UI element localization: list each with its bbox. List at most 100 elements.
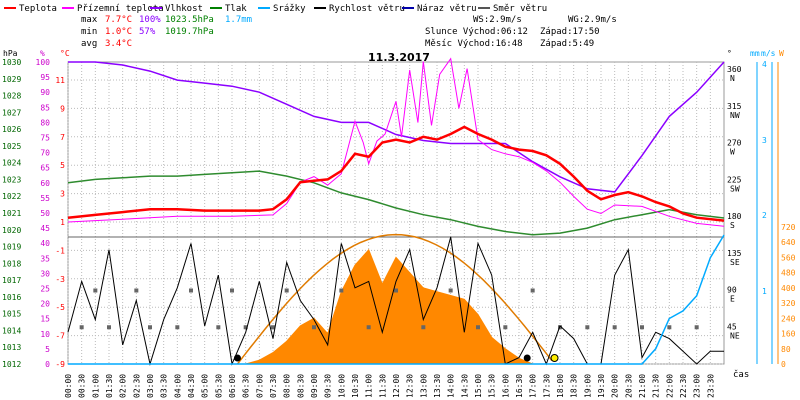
- hpa-tick-label: 1017: [2, 276, 21, 285]
- wm2-unit: W: [779, 49, 784, 58]
- time-tick-label: 17:30: [542, 374, 551, 398]
- ms-tick-label: 1: [762, 287, 767, 296]
- time-tick-label: 15:00: [474, 374, 483, 398]
- hpa-tick-label: 1028: [2, 92, 21, 101]
- wind-dir-point: [175, 325, 180, 330]
- time-tick-label: 21:00: [638, 374, 647, 398]
- hpa-tick-label: 1020: [2, 226, 21, 235]
- stat-max-temp: 7.7°C: [105, 15, 132, 25]
- pct-unit: %: [40, 49, 45, 58]
- wind-dir-point: [366, 325, 371, 330]
- time-tick-label: 13:00: [419, 374, 428, 398]
- time-tick-label: 20:00: [611, 374, 620, 398]
- rain-line: [68, 234, 725, 365]
- time-tick-label: 07:00: [255, 374, 264, 398]
- c-tick-label: 9: [60, 104, 65, 113]
- time-tick-label: 11:30: [378, 374, 387, 398]
- time-tick-label: 12:30: [406, 374, 415, 398]
- stats-block: max 7.7°C 100% 1023.5hPa 1.7mm min 1.0°C…: [81, 15, 617, 49]
- wind-dir-point: [339, 288, 344, 293]
- hpa-tick-label: 1027: [2, 108, 21, 117]
- temperature-line: [67, 125, 725, 222]
- time-tick-label: 00:00: [64, 374, 73, 398]
- wind-dir-point: [394, 288, 398, 293]
- wind-dir-point: [530, 288, 535, 293]
- time-tick-label: 16:00: [501, 374, 510, 398]
- mm-unit: mm: [750, 49, 760, 58]
- deg-tick-label: 45: [727, 322, 737, 331]
- pct-tick-label: 85: [40, 103, 50, 112]
- pct-tick-label: 15: [40, 315, 50, 324]
- legend-label: Srážky: [273, 4, 306, 14]
- pct-tick-label: 40: [40, 239, 50, 248]
- wind-dir-point: [284, 288, 289, 293]
- axes: 00:00 00:30 01:00 01:30 02:00 02:30 03:00 03:30…: [2, 58, 796, 398]
- time-tick-label: 03:00: [146, 374, 155, 398]
- stat-sun: Slunce Východ:06:12: [425, 27, 528, 37]
- time-tick-label: 22:30: [679, 374, 688, 398]
- deg-dir-label: NW: [730, 111, 740, 120]
- wind-dir-point: [585, 325, 590, 330]
- pct-tick-label: 70: [40, 149, 50, 158]
- time-tick-label: 08:00: [283, 374, 292, 398]
- deg-dir-label: SW: [730, 184, 740, 193]
- legend-label: Směr větru: [493, 4, 547, 14]
- legend: Teplota Přízemní teplota Vlhkost Tlak Srážky…: [4, 4, 547, 14]
- wind-dir-point: [312, 325, 316, 330]
- stat-min-temp: 1.0°C: [105, 27, 132, 37]
- stat-min-hum: 57%: [139, 27, 156, 37]
- time-tick-label: 19:30: [597, 374, 606, 398]
- wind-dir-point: [421, 325, 426, 330]
- deg-tick-label: 225: [727, 175, 742, 184]
- time-tick-label: 02:00: [119, 374, 128, 398]
- chart-title: 11.3.2017: [368, 51, 430, 64]
- time-tick-label: 17:00: [529, 374, 538, 398]
- time-tick-label: 10:00: [337, 374, 346, 398]
- deg-dir-label: SE: [730, 258, 740, 267]
- wind-dir-point: [503, 325, 508, 330]
- wm2-tick-label: 560: [781, 253, 796, 262]
- c-tick-label: -1: [55, 246, 65, 255]
- stat-max-rain: 1.7mm: [225, 15, 252, 25]
- wind-dir-point: [476, 325, 480, 330]
- stat-avg-label: avg: [81, 39, 97, 49]
- pct-tick-label: 90: [40, 88, 50, 97]
- hpa-unit: hPa: [3, 49, 18, 58]
- hpa-tick-label: 1021: [2, 209, 21, 218]
- stat-ws: WS:2.9m/s: [473, 15, 522, 25]
- pct-tick-label: 30: [40, 269, 50, 278]
- time-tick-label: 21:30: [652, 374, 661, 398]
- c-tick-label: -3: [55, 275, 65, 284]
- wind-dir-point: [148, 325, 152, 330]
- wind-dir-point: [612, 325, 617, 330]
- time-tick-label: 18:00: [556, 374, 565, 398]
- time-tick-label: 07:30: [269, 374, 278, 398]
- time-tick-label: 09:00: [310, 374, 319, 398]
- pct-tick-label: 95: [40, 73, 50, 82]
- time-tick-label: 10:30: [351, 374, 360, 398]
- pct-tick-label: 55: [40, 194, 50, 203]
- wind-dir-point: [134, 288, 139, 293]
- c-tick-label: -7: [55, 332, 65, 341]
- wm2-tick-label: 720: [781, 223, 796, 232]
- pct-tick-label: 20: [40, 300, 50, 309]
- moonrise-marker: [523, 354, 531, 362]
- hpa-tick-label: 1024: [2, 159, 21, 168]
- ground-temp-line: [67, 57, 725, 227]
- deg-dir-label: S: [730, 221, 735, 230]
- wind-dir-point: [694, 325, 699, 330]
- hpa-tick-label: 1025: [2, 142, 21, 151]
- stat-max-hum: 100%: [139, 15, 161, 25]
- pressure-line: [67, 170, 725, 236]
- wm2-tick-label: 320: [781, 299, 796, 308]
- deg-tick-label: 270: [727, 139, 742, 148]
- deg-tick-label: 360: [727, 65, 742, 74]
- time-tick-label: 03:30: [160, 374, 169, 398]
- time-tick-label: 06:30: [242, 374, 251, 398]
- wind-speed-line: [67, 236, 724, 366]
- wm2-tick-label: 160: [781, 330, 796, 339]
- time-tick-label: 05:30: [214, 374, 223, 398]
- hpa-tick-label: 1019: [2, 243, 21, 252]
- c-tick-label: 1: [60, 218, 65, 227]
